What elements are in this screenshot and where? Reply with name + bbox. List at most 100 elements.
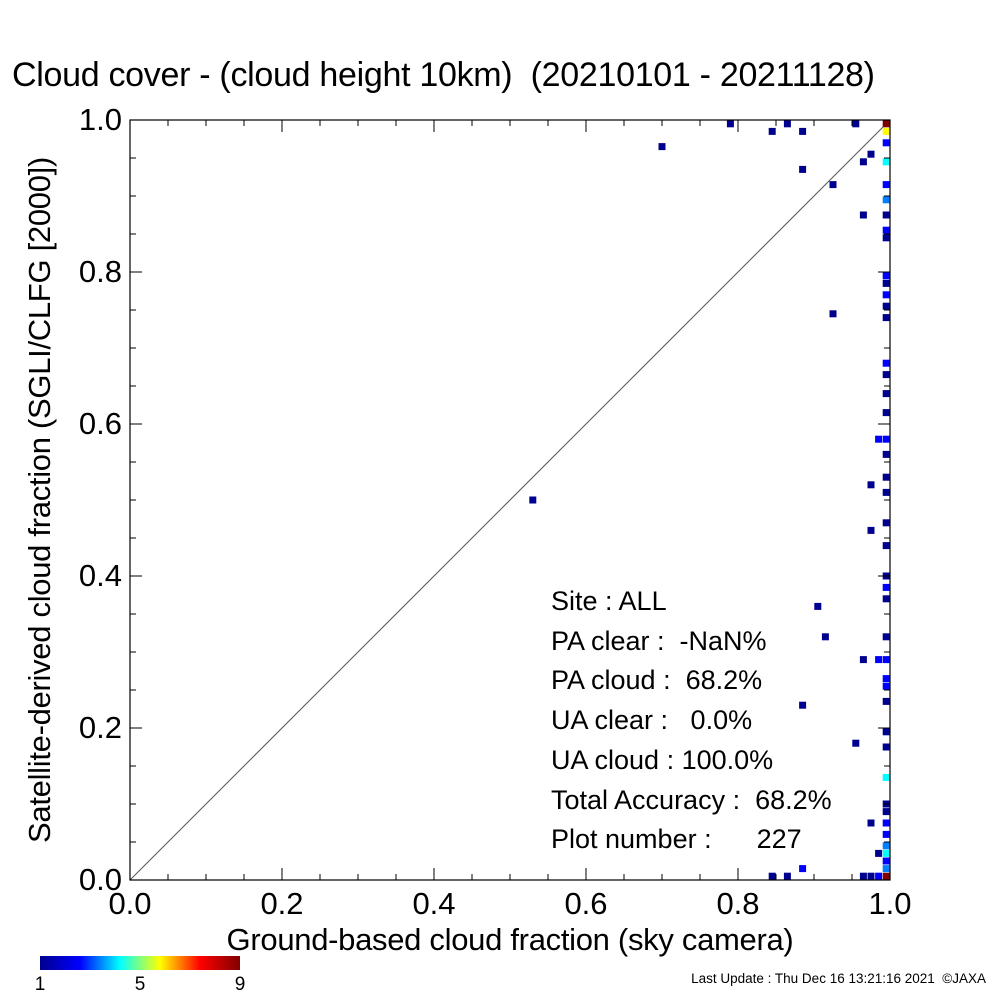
density-cell: [867, 526, 875, 534]
density-cell: [882, 819, 890, 827]
density-cell: [799, 127, 807, 135]
one-to-one-line: [129, 119, 891, 881]
x-tick-label: 1.0: [868, 886, 912, 921]
x-tick-label: 0.2: [260, 886, 304, 921]
density-cell: [875, 849, 883, 857]
density-cell: [867, 150, 875, 158]
density-cell: [859, 872, 867, 880]
density-cell: [799, 165, 807, 173]
density-cell: [882, 409, 890, 417]
density-cell: [867, 819, 875, 827]
density-cell: [875, 656, 883, 664]
density-cell: [726, 120, 734, 128]
density-cell: [882, 743, 890, 751]
density-cell: [814, 602, 822, 610]
density-cell: [882, 291, 890, 299]
density-cell: [882, 773, 890, 781]
density-cell: [882, 675, 890, 683]
density-cell: [882, 583, 890, 591]
density-cell: [882, 830, 890, 838]
density-cell: [882, 865, 890, 873]
density-cell: [882, 314, 890, 322]
density-cell: [821, 633, 829, 641]
stats-panel: Site : ALL PA clear : -NaN% PA cloud : 68.…: [551, 582, 832, 860]
stat-ua-cloud: UA cloud : 100.0%: [551, 744, 774, 775]
stat-site: Site : ALL: [551, 586, 667, 616]
density-cell: [529, 496, 537, 504]
density-cell: [882, 435, 890, 443]
density-cell: [859, 158, 867, 166]
density-cell: [882, 542, 890, 550]
density-cell: [882, 196, 890, 204]
density-cell: [882, 139, 890, 147]
y-tick-label: 0.6: [78, 406, 122, 441]
density-cell: [829, 181, 837, 189]
y-tick-label: 1.0: [78, 102, 122, 137]
density-cell: [799, 865, 807, 873]
density-cell: [882, 849, 890, 857]
colorbar-tick-label: 9: [234, 974, 246, 995]
density-cell: [875, 435, 883, 443]
density-cell: [882, 872, 890, 880]
density-cell: [783, 120, 791, 128]
y-tick-label: 0.4: [78, 558, 122, 593]
density-cell: [829, 310, 837, 318]
stat-ua-clear: UA clear : 0.0%: [551, 705, 753, 736]
colorbar: [40, 956, 240, 970]
stat-total-accuracy: Total Accuracy : 68.2%: [551, 784, 832, 815]
density-cell: [882, 390, 890, 398]
density-cell: [783, 872, 791, 880]
stat-pa-clear: PA clear : -NaN%: [551, 625, 767, 656]
density-cell: [882, 272, 890, 280]
density-cell: [882, 127, 890, 135]
density-cell: [852, 739, 860, 747]
density-cell: [658, 143, 666, 151]
density-cell: [882, 158, 890, 166]
density-cell: [867, 481, 875, 489]
x-axis-label: Ground-based cloud fraction (sky camera): [226, 922, 794, 957]
density-cell: [867, 872, 875, 880]
density-cell: [882, 519, 890, 527]
y-tick-label: 0.2: [78, 710, 122, 745]
density-cell: [882, 473, 890, 481]
last-update-footer: Last Update : Thu Dec 16 13:21:16 2021 ©…: [691, 971, 986, 986]
chart-title: Cloud cover - (cloud height 10km) (20210…: [12, 56, 875, 94]
density-cell: [882, 842, 890, 850]
x-tick-label: 0.0: [108, 886, 152, 921]
density-cell: [882, 697, 890, 705]
x-tick-label: 0.4: [412, 886, 456, 921]
density-cell: [882, 226, 890, 234]
colorbar-tick-label: 5: [134, 974, 146, 995]
density-cell: [768, 872, 776, 880]
density-cell: [882, 488, 890, 496]
density-cell: [882, 857, 890, 865]
density-cell: [882, 120, 890, 128]
y-tick-label: 0.0: [78, 862, 122, 897]
density-cell: [882, 302, 890, 310]
density-cell: [768, 127, 776, 135]
density-cell: [882, 279, 890, 287]
x-tick-label: 0.8: [716, 886, 760, 921]
x-tick-label: 0.6: [564, 886, 608, 921]
stat-plot-number: Plot number : 227: [551, 824, 802, 855]
density-cell: [882, 450, 890, 458]
density-cell: [882, 656, 890, 664]
density-cell: [852, 120, 860, 128]
colorbar-tick-label: 1: [34, 974, 46, 995]
density-cell: [859, 211, 867, 219]
density-cell: [882, 359, 890, 367]
density-cell: [882, 633, 890, 641]
density-cell: [882, 808, 890, 816]
density-cell: [882, 181, 890, 189]
density-cell: [882, 211, 890, 219]
density-cell: [882, 728, 890, 736]
density-cell: [875, 872, 883, 880]
density-cell: [882, 371, 890, 379]
density-cell: [882, 595, 890, 603]
y-tick-label: 0.8: [78, 254, 122, 289]
density-cell: [882, 234, 890, 242]
density-cell: [859, 656, 867, 664]
density-cell: [799, 701, 807, 709]
stat-pa-cloud: PA cloud : 68.2%: [551, 665, 763, 696]
